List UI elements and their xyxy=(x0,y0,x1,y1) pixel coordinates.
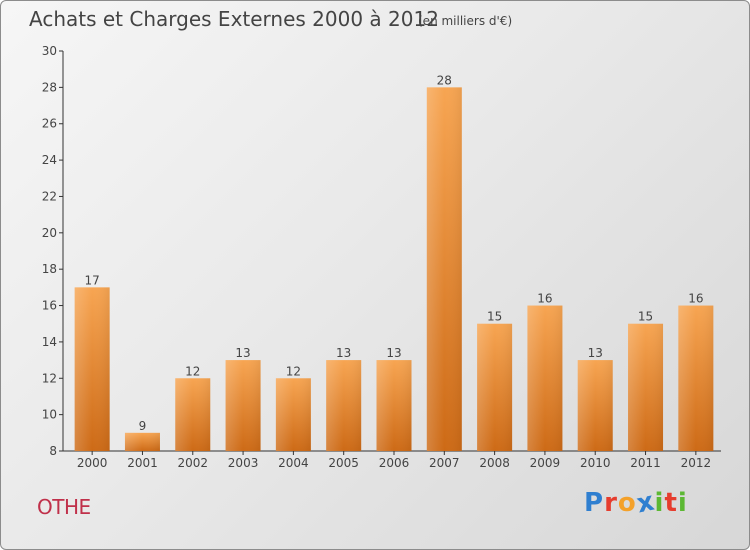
y-tick-label: 30 xyxy=(42,44,57,58)
bar-shade xyxy=(678,305,714,451)
x-tick-label: 2008 xyxy=(479,456,510,470)
chart-subtitle: (en milliers d'€) xyxy=(418,14,513,28)
data-label: 15 xyxy=(487,310,502,324)
logo-letter: r xyxy=(604,488,618,518)
x-tick-label: 2009 xyxy=(530,456,561,470)
bar-shade xyxy=(326,360,362,451)
x-tick-label: 2005 xyxy=(328,456,359,470)
x-tick-label: 2006 xyxy=(379,456,410,470)
proxiti-logo: Proxiti xyxy=(584,486,688,519)
bar-shade xyxy=(426,87,462,451)
data-label: 12 xyxy=(286,364,301,378)
x-tick-label: 2003 xyxy=(228,456,259,470)
y-tick-label: 24 xyxy=(42,153,57,167)
bar-shade xyxy=(527,305,563,451)
bar-shade xyxy=(477,323,513,451)
x-tick-label: 2001 xyxy=(127,456,158,470)
bar-shade xyxy=(376,360,412,451)
x-tick-label: 2004 xyxy=(278,456,309,470)
bar-shade xyxy=(124,432,160,451)
data-label: 13 xyxy=(235,346,250,360)
data-label: 9 xyxy=(139,419,147,433)
y-tick-label: 14 xyxy=(42,335,57,349)
logo-letter: i xyxy=(654,488,665,518)
data-label: 17 xyxy=(85,273,100,287)
data-label: 13 xyxy=(336,346,351,360)
bar-shade xyxy=(74,287,110,451)
logo-letter: i xyxy=(677,488,688,518)
x-tick-label: 2000 xyxy=(77,456,108,470)
data-label: 13 xyxy=(386,346,401,360)
place-name: OTHE xyxy=(37,495,91,519)
bar-shade xyxy=(175,378,211,451)
bars xyxy=(74,87,714,451)
logo-letter: t xyxy=(664,488,678,518)
chart-title: Achats et Charges Externes 2000 à 2012 xyxy=(29,7,439,31)
y-tick-label: 20 xyxy=(42,226,57,240)
bar-shade xyxy=(275,378,311,451)
y-tick-label: 12 xyxy=(42,371,57,385)
data-label: 16 xyxy=(688,292,703,306)
logo-letter: o xyxy=(617,488,637,518)
x-tick-label: 2011 xyxy=(630,456,661,470)
bar-shade xyxy=(577,360,613,451)
y-tick-label: 16 xyxy=(42,299,57,313)
data-label: 15 xyxy=(638,310,653,324)
data-label: 28 xyxy=(437,73,452,87)
data-label: 16 xyxy=(537,292,552,306)
y-tick-label: 22 xyxy=(42,189,57,203)
labels: 17 2000 9 2001 12 2002 13 2003 12 2004 13 2005 13 200… xyxy=(77,73,711,470)
data-label: 12 xyxy=(185,364,200,378)
bar-shade xyxy=(628,323,664,451)
y-tick-label: 8 xyxy=(49,444,57,458)
data-label: 13 xyxy=(588,346,603,360)
x-tick-label: 2010 xyxy=(580,456,611,470)
x-tick-label: 2002 xyxy=(177,456,208,470)
x-tick-label: 2007 xyxy=(429,456,460,470)
y-tick-label: 26 xyxy=(42,117,57,131)
logo-letter: P xyxy=(584,488,605,518)
y-tick-label: 28 xyxy=(42,80,57,94)
bar-shade xyxy=(225,360,261,451)
y-tick-label: 10 xyxy=(42,408,57,422)
y-tick-label: 18 xyxy=(42,262,57,276)
x-tick-label: 2012 xyxy=(681,456,712,470)
